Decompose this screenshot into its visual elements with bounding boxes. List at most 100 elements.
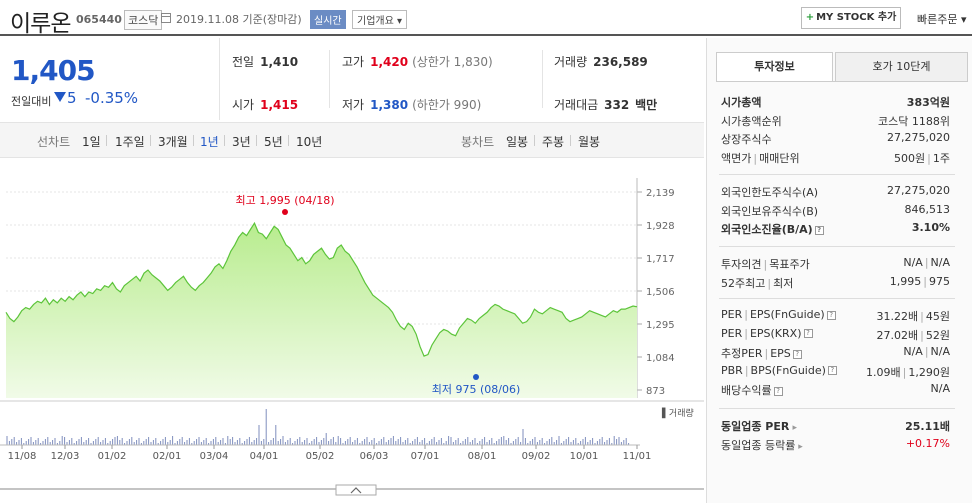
price-change: 5 (67, 89, 77, 107)
chevron-down-icon: ▾ (960, 13, 967, 26)
low-marker (473, 374, 479, 380)
quote-summary: 전일 1,410 고가 1,420 (상한가 1,830) 거래량 236,589 시가… (220, 38, 704, 120)
divider: | (744, 308, 748, 321)
x-tick-label: 07/01 (411, 451, 440, 462)
change-label: 전일대비 (11, 95, 52, 108)
info-row-value: 25.11배 (905, 418, 950, 434)
x-tick-label: 11/01 (623, 451, 652, 462)
info-row: 동일업종 등락률 ▸ +0.17% (721, 437, 950, 453)
chevron-right-icon[interactable]: ▸ (795, 441, 803, 452)
info-value: N/A (930, 256, 950, 269)
trade-amount-label: 거래대금 (554, 98, 599, 112)
help-icon[interactable]: ? (826, 310, 836, 320)
x-tick-label: 04/01 (250, 451, 279, 462)
info-row: 동일업종 PER ▸ 25.11배 (721, 418, 950, 434)
info-row: 상장주식수 27,275,020 (721, 131, 950, 147)
divider (288, 135, 289, 146)
y-tick-label: 1,084 (646, 353, 675, 364)
info-key: EPS(KRX) (749, 326, 802, 340)
stock-name: 이루온 (10, 11, 71, 37)
y-tick-label: 1,506 (646, 287, 675, 298)
help-icon[interactable]: ? (773, 386, 783, 396)
day-high-value: 1,420 (370, 55, 409, 69)
prev-close: 전일 1,410 (232, 53, 298, 70)
tab-period-1y[interactable]: 1년 (200, 135, 219, 149)
tab-candle-day[interactable]: 일봉 (506, 135, 529, 149)
info-key: 외국인보유주식수(B) (721, 204, 819, 218)
divider (150, 135, 151, 146)
help-icon[interactable]: ? (803, 329, 813, 338)
info-row-label: 동일업종 등락률 ▸ (721, 437, 803, 453)
x-tick-label: 02/01 (153, 451, 182, 462)
current-price-box: 1,405 전일대비 5 -0.35% (0, 38, 220, 120)
tab-period-1w[interactable]: 1주일 (115, 135, 145, 149)
tab-candle-week[interactable]: 주봉 (542, 135, 565, 149)
tab-period-10y[interactable]: 10년 (296, 135, 323, 149)
info-value: 500원 (894, 151, 926, 165)
info-row: 추정PER | EPS? N/A | N/A (721, 345, 950, 361)
x-tick-label: 12/03 (51, 451, 80, 462)
tab-candle-month[interactable]: 월봉 (578, 135, 601, 149)
help-icon[interactable]: ? (814, 225, 824, 235)
divider: | (924, 256, 929, 269)
info-row-value: 27,275,020 (887, 184, 950, 197)
help-icon[interactable]: ? (792, 349, 802, 359)
info-row-label: 52주최고 | 최저 (721, 275, 793, 291)
volume: 거래량 236,589 (554, 53, 648, 70)
divider: | (764, 347, 769, 360)
info-key: 목표주가 (769, 258, 810, 271)
info-value: 3.10% (911, 221, 950, 234)
divider (256, 135, 257, 146)
divider (542, 50, 543, 108)
tab-period-3m[interactable]: 3개월 (158, 135, 188, 149)
realtime-button[interactable]: 실시간 (310, 10, 346, 29)
info-key: BPS(FnGuide) (750, 363, 826, 377)
y-tick-label: 1,717 (646, 254, 675, 265)
info-value: 1.09배 (866, 365, 901, 379)
tab-period-1d[interactable]: 1일 (82, 135, 101, 149)
tab-period-5y[interactable]: 5년 (264, 135, 283, 149)
high-label: 최고 1,995 (04/18) (235, 194, 334, 207)
info-row-label: 배당수익률? (721, 382, 783, 398)
chevron-right-icon[interactable]: ▸ (789, 423, 798, 433)
high-marker (282, 209, 288, 215)
divider: | (753, 151, 758, 165)
info-row: PBR | BPS(FnGuide)? 1.09배 | 1,290원 (721, 364, 950, 380)
y-tick-label: 873 (646, 386, 665, 397)
tab-period-3y[interactable]: 3년 (232, 135, 251, 149)
info-key: 추정PER (721, 347, 763, 360)
quote-date: 2019.11.08 기준(장마감) (176, 13, 302, 26)
low-label: 최저 975 (08/06) (432, 383, 521, 396)
divider: | (744, 326, 748, 340)
tab-hoga-10[interactable]: 호가 10단계 (835, 52, 968, 82)
open-label: 시가 (232, 98, 255, 112)
y-tick-label: 1,295 (646, 320, 675, 331)
quick-order-button[interactable]: 빠른주문 ▾ (917, 11, 967, 27)
info-key: 52주최고 (721, 276, 766, 290)
info-row: PER | EPS(KRX)? 27.02배 | 52원 (721, 327, 950, 343)
divider (570, 135, 571, 146)
candle-chart-label: 봉차트 (461, 135, 495, 149)
info-key: 배당수익률 (721, 384, 772, 397)
day-low-label: 저가 (342, 98, 365, 112)
tab-investment-info[interactable]: 투자정보 (716, 52, 833, 82)
info-row-value: 27,275,020 (887, 131, 950, 144)
divider (224, 135, 225, 146)
info-key: EPS(FnGuide) (749, 308, 825, 321)
info-row-value: 1.09배 | 1,290원 (866, 364, 950, 380)
volume-label: 거래량 (554, 55, 588, 69)
company-overview-button[interactable]: 기업개요 ▾ (352, 10, 408, 29)
info-value: 27,275,020 (887, 131, 950, 144)
info-row-value: N/A | N/A (903, 256, 950, 269)
info-row-label: 시가총액순위 (721, 113, 782, 129)
info-value: 25.11배 (905, 420, 950, 433)
info-row-value: N/A | N/A (903, 345, 950, 358)
info-row: 외국인한도주식수(A) 27,275,020 (721, 184, 950, 200)
x-tick-label: 11/08 (8, 451, 37, 462)
help-icon[interactable]: ? (827, 366, 837, 375)
info-key: 시가총액 (721, 96, 762, 109)
divider: | (920, 328, 924, 342)
my-stock-add-button[interactable]: + MY STOCK 추가 (801, 7, 901, 29)
divider (193, 135, 194, 146)
info-value: 코스닥 1188위 (878, 114, 950, 128)
